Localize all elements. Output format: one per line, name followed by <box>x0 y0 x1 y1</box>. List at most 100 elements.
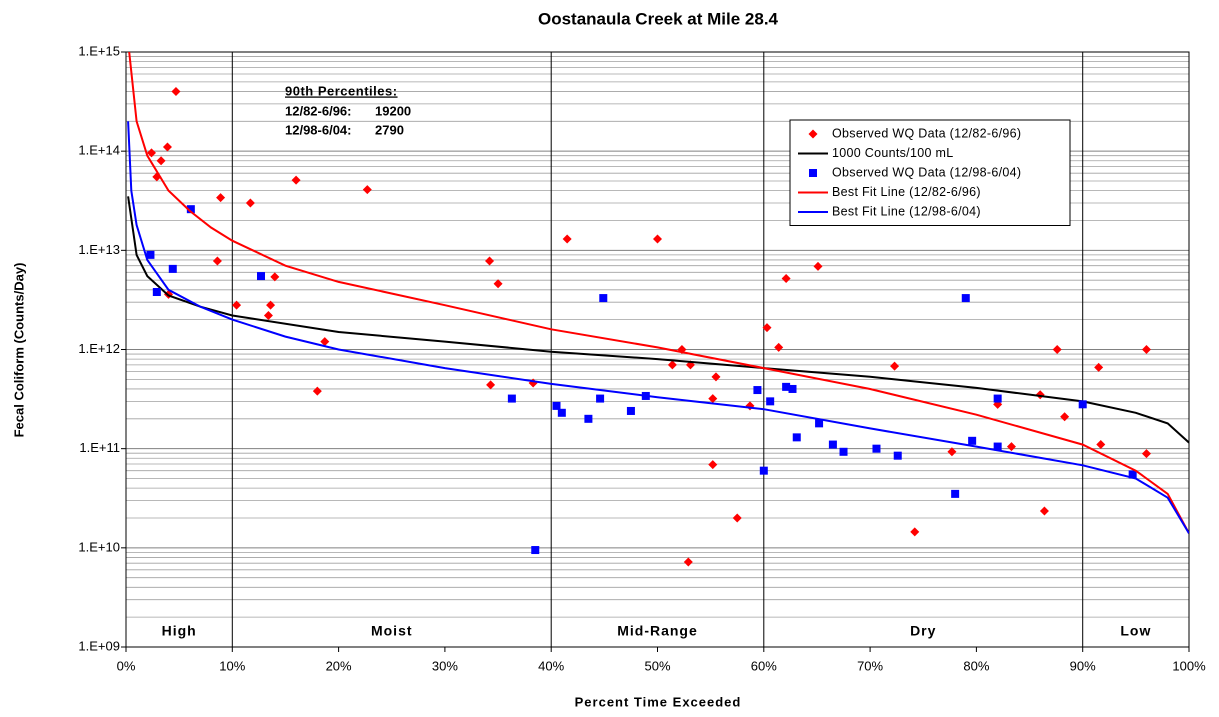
diamond-marker <box>291 175 301 185</box>
zone-label: Dry <box>910 623 936 639</box>
diamond-marker <box>232 300 242 310</box>
diamond-marker <box>762 323 772 333</box>
plot-border <box>125 51 1190 648</box>
annotation-value: 19200 <box>375 103 411 118</box>
zone-label: Mid-Range <box>617 623 698 639</box>
square-marker <box>782 382 791 391</box>
plot-marks <box>127 52 1189 567</box>
y-tick-label: 1.E+14 <box>78 143 120 158</box>
zone-label: Low <box>1120 623 1151 639</box>
x-tick-label: 60% <box>751 658 777 673</box>
square-marker <box>1128 470 1137 479</box>
square-marker <box>257 272 266 281</box>
diamond-marker <box>708 394 718 404</box>
series-line <box>127 196 1189 444</box>
square-marker <box>1078 400 1087 409</box>
x-tick-label: 0% <box>117 658 136 673</box>
x-tick-label: 40% <box>538 658 564 673</box>
y-axis-label: Fecal Coliform (Counts/Day) <box>11 263 26 438</box>
square-marker <box>168 264 177 273</box>
diamond-marker <box>711 372 721 382</box>
chart-title: Oostanaula Creek at Mile 28.4 <box>538 9 779 28</box>
square-marker <box>552 401 561 410</box>
diamond-marker <box>171 86 181 96</box>
diamond-marker <box>162 142 172 152</box>
diamond-marker <box>245 198 255 208</box>
legend-box <box>789 119 1071 226</box>
diamond-marker <box>270 272 280 282</box>
x-tick-label: 100% <box>1172 658 1206 673</box>
y-tick-label: 1.E+13 <box>78 242 120 257</box>
diamond-marker <box>1141 345 1151 354</box>
square-marker <box>839 447 848 456</box>
square-marker <box>507 394 516 403</box>
diamond-marker <box>212 256 222 266</box>
x-tick-label: 50% <box>644 658 670 673</box>
x-tick-label: 20% <box>326 658 352 673</box>
square-marker <box>788 384 797 393</box>
diamond-marker <box>485 256 495 266</box>
legend-label: Observed WQ Data (12/82-6/96) <box>832 126 1021 140</box>
series-line <box>127 121 1189 534</box>
x-tick-label: 80% <box>963 658 989 673</box>
y-tick-label: 1.E+09 <box>78 638 120 653</box>
square-marker <box>809 169 817 177</box>
x-tick-label: 90% <box>1070 658 1096 673</box>
square-marker <box>872 444 881 453</box>
annotation-period: 12/82-6/96: <box>285 103 352 118</box>
diamond-marker <box>1052 345 1062 354</box>
y-tick-label: 1.E+15 <box>78 43 120 58</box>
diamond-marker <box>1096 440 1106 450</box>
square-marker <box>792 433 801 442</box>
square-marker <box>557 408 566 417</box>
legend-label: Best Fit Line (12/98-6/04) <box>832 204 981 218</box>
square-marker <box>961 294 970 303</box>
square-marker <box>753 386 762 395</box>
square-marker <box>146 250 155 259</box>
annotation-value: 2790 <box>375 122 404 137</box>
square-marker <box>152 288 161 297</box>
series-line <box>128 52 1189 534</box>
legend-label: 1000 Counts/100 mL <box>832 146 953 160</box>
diamond-marker <box>1094 362 1104 372</box>
annotation-period: 12/98-6/04: <box>285 122 352 137</box>
diamond-marker <box>362 185 372 195</box>
diamond-marker <box>745 401 755 411</box>
legend-label: Observed WQ Data (12/98-6/04) <box>832 165 1021 179</box>
x-tick-label: 30% <box>432 658 458 673</box>
square-marker <box>815 419 824 428</box>
diamond-marker <box>813 261 823 271</box>
square-marker <box>596 394 605 403</box>
square-marker <box>951 489 960 498</box>
zone-label: Moist <box>371 623 413 639</box>
diamond-marker <box>1039 506 1049 516</box>
square-marker <box>893 451 902 460</box>
diamond-marker <box>320 337 330 347</box>
square-marker <box>531 546 540 555</box>
x-tick-label: 70% <box>857 658 883 673</box>
diamond-marker <box>493 279 503 289</box>
diamond-marker <box>808 129 818 139</box>
square-marker <box>584 414 593 423</box>
diamond-marker <box>947 447 957 457</box>
annotation-title: 90th Percentiles: <box>285 83 398 98</box>
diamond-marker <box>266 300 276 310</box>
square-marker <box>766 397 775 406</box>
y-tick-label: 1.E+12 <box>78 341 120 356</box>
zone-label: High <box>162 623 197 639</box>
square-marker <box>828 440 837 449</box>
diamond-marker <box>732 513 742 523</box>
diamond-marker <box>708 460 718 470</box>
diamond-marker <box>667 360 677 370</box>
square-marker <box>993 394 1002 403</box>
diamond-marker <box>890 361 900 371</box>
square-marker <box>186 205 195 214</box>
y-tick-label: 1.E+11 <box>79 440 120 455</box>
diamond-marker <box>156 156 166 166</box>
diamond-marker <box>312 386 322 396</box>
y-tick-label: 1.E+10 <box>78 539 120 554</box>
square-marker <box>759 466 768 475</box>
x-axis-label: Percent Time Exceeded <box>575 694 742 709</box>
x-tick-label: 10% <box>219 658 245 673</box>
